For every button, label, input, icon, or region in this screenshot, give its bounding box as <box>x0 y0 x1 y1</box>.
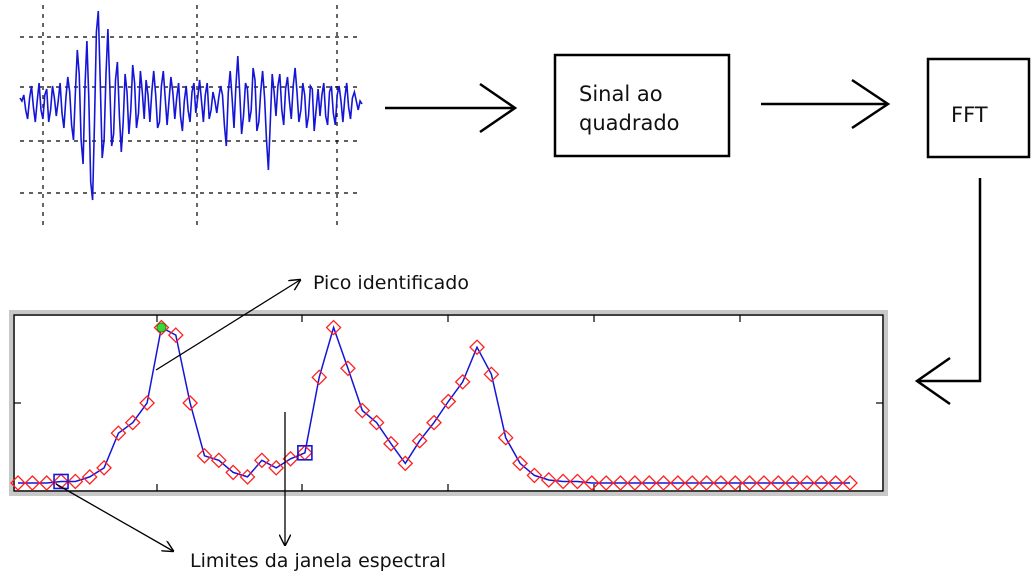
flow-arrow-2 <box>761 78 891 130</box>
spectrum-point-49 <box>712 475 729 491</box>
spectrum-point-12 <box>182 395 199 411</box>
window-limit-marker-1 <box>297 444 313 461</box>
spectrum-point-58 <box>842 475 858 491</box>
spectrum-point-40 <box>583 475 600 491</box>
spectrum-axes-frame <box>9 310 888 496</box>
spectrum-point-6 <box>96 459 112 476</box>
spectrum-point-50 <box>727 475 744 491</box>
spectrum-point-34 <box>497 429 514 446</box>
spectrum-point-41 <box>598 475 615 491</box>
window-limits-annotation: Limites da janela espectral <box>55 412 446 572</box>
spectrum-point-37 <box>540 472 557 488</box>
spectrum-point-53 <box>770 475 787 491</box>
flow-arrow-3 <box>914 178 982 406</box>
spectrum-point-0 <box>10 475 26 491</box>
spectrum-point-54 <box>784 475 801 491</box>
peak-label: Pico identificado <box>313 272 469 294</box>
spectrum-point-38 <box>555 473 572 490</box>
spectrum-point-22 <box>325 319 342 336</box>
spectrum-point-45 <box>655 475 672 491</box>
window-limit-marker-0 <box>53 473 69 490</box>
spectrum-point-11 <box>167 327 184 344</box>
spectrum-point-30 <box>440 393 457 410</box>
spectrum-panel <box>9 310 888 496</box>
spectrum-markers <box>10 319 858 491</box>
spectrum-point-26 <box>383 435 399 452</box>
spectrum-point-15 <box>225 464 242 481</box>
spectrum-point-32 <box>469 339 485 356</box>
peak-marker <box>156 322 167 333</box>
spectrum-point-36 <box>526 467 543 484</box>
window-limits-label: Limites da janela espectral <box>190 550 446 572</box>
spectrum-point-39 <box>569 473 586 490</box>
squared-signal-label-line1: Sinal ao <box>579 82 663 106</box>
spectrum-point-57 <box>827 475 844 491</box>
spectrum-point-4 <box>67 473 84 490</box>
spectrum-line <box>18 325 850 484</box>
squared-signal-label-line2: quadrado <box>579 111 680 135</box>
peak-annotation: Pico identificado <box>155 272 469 371</box>
spectrum-point-55 <box>799 475 815 491</box>
spectrum-point-9 <box>139 395 156 411</box>
spectrum-point-16 <box>239 469 256 485</box>
spectrum-point-52 <box>756 475 772 491</box>
spectrum-point-19 <box>282 450 299 467</box>
fft-label: FFT <box>951 103 988 127</box>
squared-signal-box: Sinal ao quadrado <box>553 53 731 158</box>
spectrum-point-24 <box>354 402 371 419</box>
spectrum-point-29 <box>426 414 442 431</box>
spectrum-point-44 <box>641 475 658 491</box>
spectrum-point-25 <box>368 414 385 431</box>
spectrum-point-51 <box>741 475 758 491</box>
spectrum-point-47 <box>684 475 701 491</box>
time-signal-panel <box>19 5 363 230</box>
spectrum-point-21 <box>311 369 328 386</box>
spectrum-point-35 <box>512 455 528 472</box>
time-signal-grid <box>20 5 362 230</box>
flow-arrow-1 <box>385 82 518 134</box>
spectrum-point-56 <box>813 475 830 491</box>
spectrum-point-48 <box>698 475 715 491</box>
spectrum-point-43 <box>626 475 643 491</box>
spectrum-point-18 <box>268 459 285 476</box>
spectrum-point-31 <box>454 373 471 390</box>
spectrum-point-33 <box>483 366 500 383</box>
fft-box: FFT <box>926 57 1031 159</box>
spectrum-point-17 <box>253 452 270 469</box>
spectrum-point-8 <box>124 414 141 431</box>
spectrum-point-27 <box>397 455 414 472</box>
spectrum-point-10 <box>153 319 170 336</box>
time-signal-line <box>19 10 363 201</box>
spectrum-point-1 <box>24 475 41 491</box>
spectrum-point-42 <box>612 475 629 491</box>
spectrum-point-7 <box>110 425 127 442</box>
spectrum-point-5 <box>81 469 98 485</box>
spectrum-point-13 <box>196 447 213 464</box>
spectrum-point-28 <box>411 432 428 449</box>
spectrum-point-23 <box>340 360 356 377</box>
spectrum-point-46 <box>669 475 686 491</box>
spectrum-point-2 <box>38 475 55 491</box>
spectrum-point-14 <box>210 452 227 469</box>
